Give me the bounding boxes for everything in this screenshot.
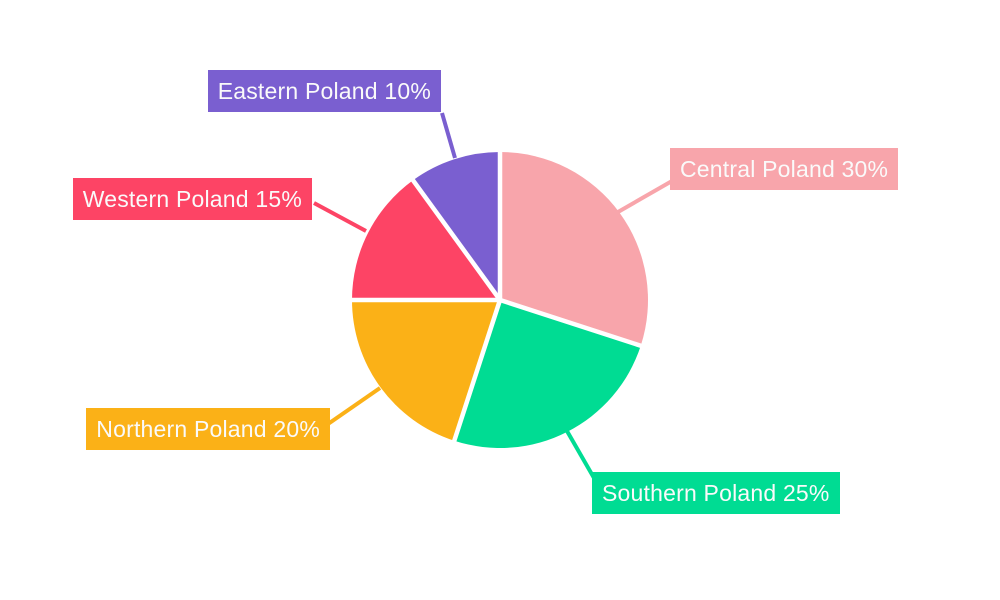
leader-line-eastern-poland (440, 112, 457, 159)
pie-slice-western-poland[interactable] (352, 180, 500, 300)
slice-gap (499, 297, 644, 349)
pie-label-central-poland: Central Poland 30% (670, 148, 899, 190)
leader-line-southern-poland (565, 430, 596, 479)
slice-gap (410, 177, 502, 302)
pie-label-eastern-poland: Eastern Poland 10% (207, 70, 441, 112)
leader-line-northern-poland (326, 386, 382, 426)
slice-gap (451, 299, 503, 444)
leader-line-central-poland (617, 179, 673, 214)
pie-slice-eastern-poland[interactable] (413, 152, 500, 300)
pie-label-southern-poland: Southern Poland 25% (592, 472, 840, 514)
pie-slice-northern-poland[interactable] (352, 300, 500, 441)
pie-label-northern-poland: Northern Poland 20% (86, 408, 330, 450)
pie-slice-central-poland[interactable] (500, 152, 648, 346)
pie-label-western-poland: Western Poland 15% (72, 178, 312, 220)
leader-line-western-poland (313, 201, 367, 233)
pie-slice-southern-poland[interactable] (454, 300, 641, 448)
